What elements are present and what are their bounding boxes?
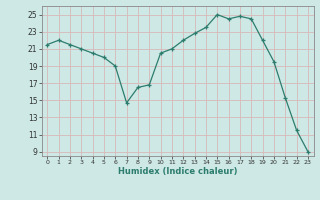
X-axis label: Humidex (Indice chaleur): Humidex (Indice chaleur) xyxy=(118,167,237,176)
